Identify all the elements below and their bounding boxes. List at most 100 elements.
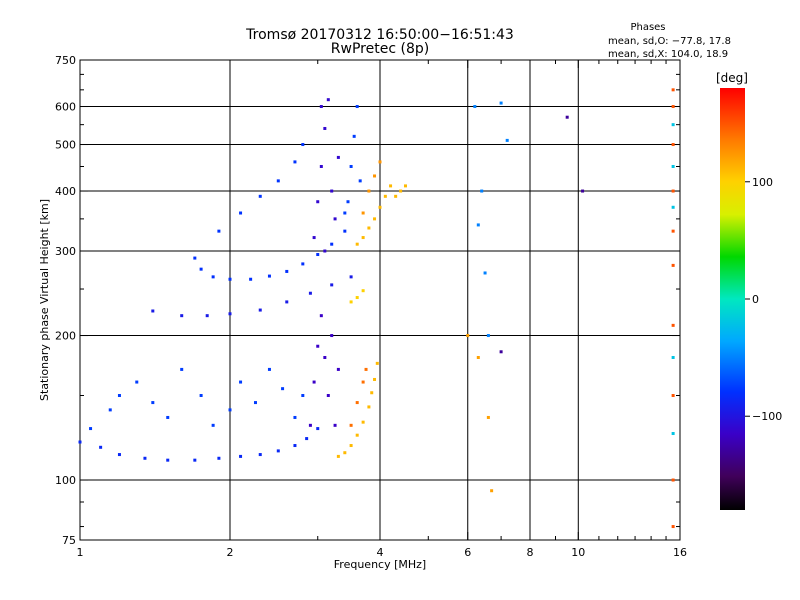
data-point <box>316 427 320 431</box>
data-point <box>671 189 675 193</box>
data-point <box>316 344 320 348</box>
x-tick-label: 10 <box>571 546 585 559</box>
data-point <box>211 423 215 427</box>
data-point <box>343 451 347 455</box>
x-axis: 1 2 4 6 8 10 16 <box>77 60 687 559</box>
y-tick-label: 600 <box>55 101 76 114</box>
y-tick-label: 75 <box>62 534 76 547</box>
x-tick-label: 16 <box>673 546 687 559</box>
data-point <box>383 194 387 198</box>
data-point <box>358 179 362 183</box>
grid <box>80 60 680 540</box>
data-point <box>151 309 155 313</box>
data-point <box>326 98 330 102</box>
data-point <box>281 387 285 391</box>
data-point <box>349 444 353 448</box>
y-tick-label: 500 <box>55 139 76 152</box>
data-point <box>480 189 484 193</box>
data-point <box>505 138 509 142</box>
data-point <box>367 405 371 409</box>
data-point <box>346 200 350 204</box>
data-point <box>319 164 323 168</box>
data-point <box>671 478 675 482</box>
data-point <box>355 401 359 405</box>
data-point <box>361 211 365 215</box>
data-point <box>671 143 675 147</box>
data-point <box>671 105 675 109</box>
data-point <box>228 312 232 316</box>
x-tick-label: 8 <box>527 546 534 559</box>
data-point <box>326 394 330 398</box>
data-point <box>99 445 103 449</box>
data-point <box>143 456 147 460</box>
data-point <box>671 525 675 529</box>
data-point <box>671 88 675 92</box>
data-point <box>403 184 407 188</box>
data-point <box>312 380 316 384</box>
data-point <box>253 401 257 405</box>
data-point <box>166 458 170 462</box>
data-point <box>308 423 312 427</box>
data-point <box>367 189 371 193</box>
y-axis-label: Stationary phase Virtual Height [km] <box>38 199 51 401</box>
phases-o-stats: mean, sd,O: −77.8, 17.8 <box>608 36 731 47</box>
chart-title: Tromsø 20170312 16:50:00−16:51:43 <box>245 27 514 43</box>
x-tick-label: 2 <box>227 546 234 559</box>
data-point <box>671 394 675 398</box>
data-point <box>180 367 184 371</box>
x-tick-label: 4 <box>377 546 384 559</box>
data-point <box>258 453 262 457</box>
x-tick-label: 1 <box>77 546 84 559</box>
data-point <box>671 164 675 168</box>
data-point <box>267 274 271 278</box>
chart-subtitle: RwPretec (8p) <box>331 41 429 57</box>
data-point <box>394 194 398 198</box>
data-point <box>499 101 503 105</box>
data-point <box>199 394 203 398</box>
data-point <box>389 184 393 188</box>
data-point <box>671 263 675 267</box>
data-point <box>373 217 377 221</box>
colorbar-ticks: −100 0 100 <box>745 176 782 423</box>
data-point <box>486 415 490 419</box>
data-point <box>301 262 305 266</box>
data-point <box>375 361 379 365</box>
data-point <box>258 308 262 312</box>
data-point <box>308 291 312 295</box>
data-point <box>217 456 221 460</box>
data-points <box>78 88 675 529</box>
data-point <box>333 423 337 427</box>
data-point <box>199 267 203 271</box>
data-point <box>483 271 487 275</box>
data-point <box>228 408 232 412</box>
data-point <box>293 160 297 164</box>
data-point <box>276 179 280 183</box>
data-point <box>312 236 316 240</box>
colorbar-tick-label: 100 <box>752 176 773 189</box>
data-point <box>205 314 209 318</box>
data-point <box>336 454 340 458</box>
data-point <box>361 236 365 240</box>
data-point <box>89 427 93 431</box>
data-point <box>476 355 480 359</box>
data-point <box>399 189 403 193</box>
data-point <box>211 275 215 279</box>
colorbar-tick-label: 0 <box>752 293 759 306</box>
x-tick-label: 6 <box>464 546 471 559</box>
data-point <box>373 377 377 381</box>
y-tick-label: 400 <box>55 185 76 198</box>
data-point <box>319 105 323 109</box>
data-point <box>373 174 377 178</box>
data-point <box>316 200 320 204</box>
data-point <box>305 437 309 441</box>
data-point <box>301 394 305 398</box>
data-point <box>323 249 327 253</box>
data-point <box>361 289 365 293</box>
data-point <box>323 126 327 130</box>
data-point <box>349 275 353 279</box>
data-point <box>228 277 232 281</box>
data-point <box>239 454 243 458</box>
plot-area: 1 2 4 6 8 10 16 75 100 200 300 400 500 600 750 <box>55 54 687 559</box>
data-point <box>108 408 112 412</box>
